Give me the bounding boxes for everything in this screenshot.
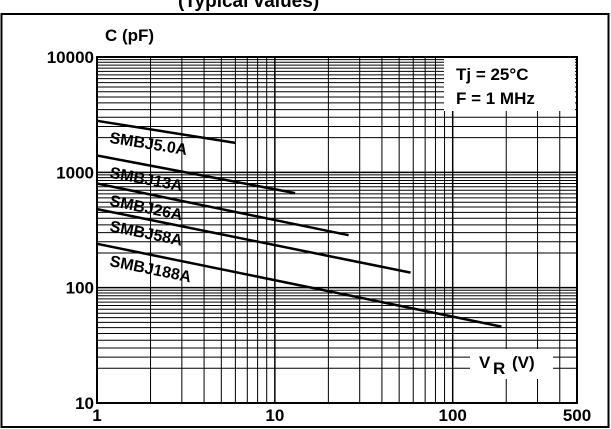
chart-title-fragment: (Typical values) xyxy=(178,0,319,12)
conditions-background xyxy=(444,58,575,111)
y-tick-label: 100 xyxy=(66,279,94,298)
x-axis-label-main: V xyxy=(479,353,491,372)
x-tick-label: 10 xyxy=(265,406,284,425)
series-line xyxy=(96,182,349,237)
series-label: SMBJ58A xyxy=(108,218,184,249)
y-tick-label: 10 xyxy=(75,394,94,413)
plot-frame xyxy=(96,56,578,404)
series-line xyxy=(96,119,236,145)
series-line xyxy=(96,154,296,195)
x-tick-label: 1 xyxy=(92,406,101,425)
x-axis-label-background xyxy=(470,349,553,379)
outer-frame xyxy=(0,13,610,428)
condition-frequency: F = 1 MHz xyxy=(456,89,535,108)
conditions-box: Tj = 25°C F = 1 MHz xyxy=(444,58,575,111)
series-line xyxy=(96,207,411,274)
y-tick-label: 1000 xyxy=(56,163,94,182)
x-axis-label-subscript: R xyxy=(493,359,505,378)
y-axis-label: C (pF) xyxy=(105,26,154,45)
x-axis-label-unit: (V) xyxy=(512,353,535,372)
x-axis-label: V R (V) xyxy=(470,349,553,379)
x-tick-label: 100 xyxy=(439,406,467,425)
condition-temperature: Tj = 25°C xyxy=(456,65,528,84)
series-line xyxy=(96,242,502,328)
y-tick-label: 10000 xyxy=(47,48,94,67)
x-tick-label: 500 xyxy=(563,406,591,425)
